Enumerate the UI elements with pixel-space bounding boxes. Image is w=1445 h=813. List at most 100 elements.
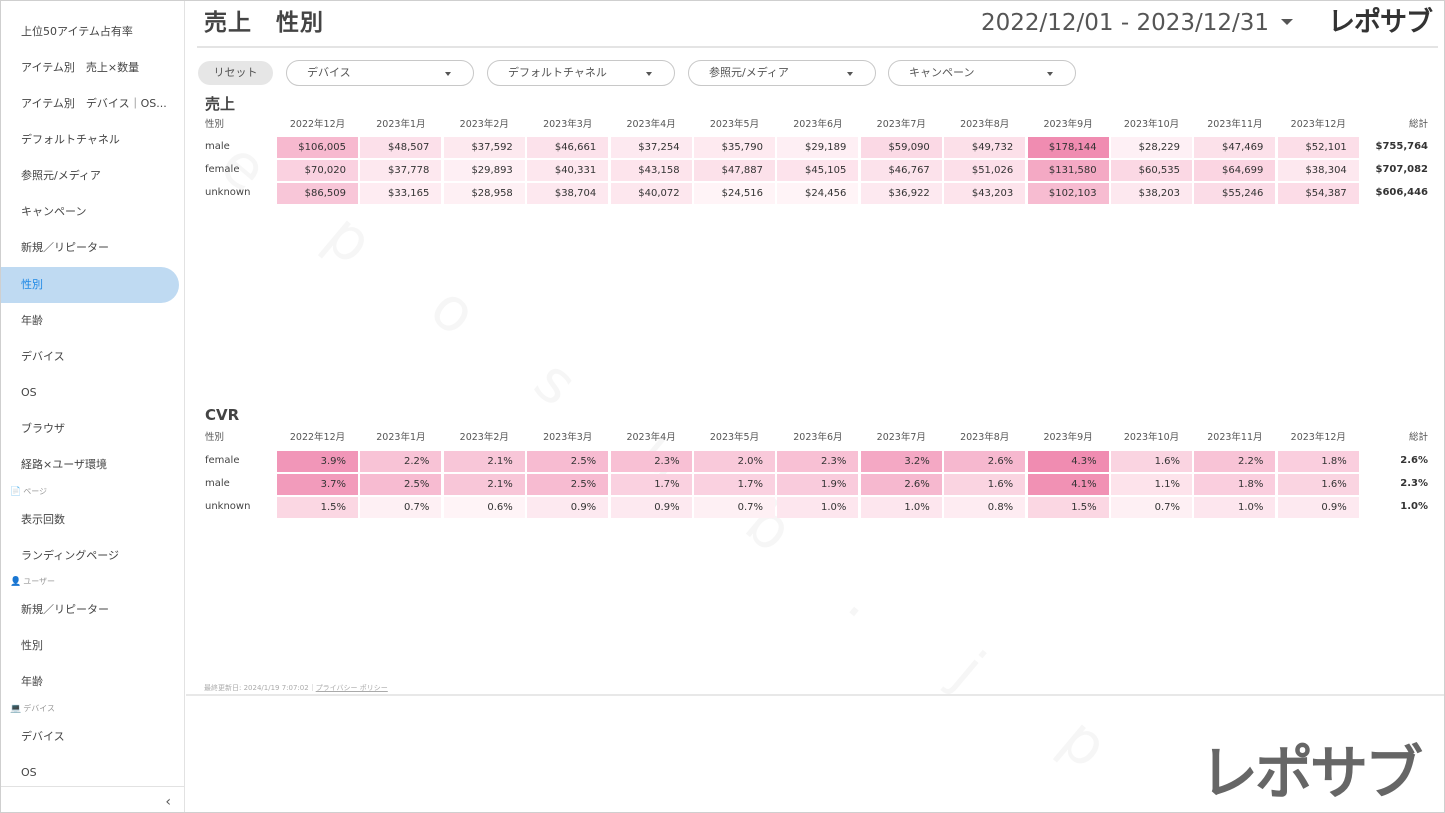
column-header[interactable]: 2023年3月 [543,119,593,130]
filter-campaign[interactable]: キャンペーン [888,60,1076,86]
heatmap-cell: $28,958 [443,183,525,204]
sidebar-item-default-channel[interactable]: デフォルトチャネル [21,133,120,146]
filter-device[interactable]: デバイス [286,60,474,86]
heatmap-cell: 0.9% [527,497,609,518]
column-header[interactable]: 2023年4月 [626,119,676,130]
column-header[interactable]: 2023年12月 [1290,432,1346,443]
filter-source-medium-label: 参照元/メディア [709,66,789,79]
column-header[interactable]: 2023年12月 [1290,119,1346,130]
column-header[interactable]: 2023年4月 [626,432,676,443]
sidebar-item-user-age[interactable]: 年齢 [21,675,43,688]
chevron-down-icon [445,72,451,76]
heatmap-cell: 2.3% [610,451,692,472]
column-header[interactable]: 2023年9月 [1043,432,1093,443]
sidebar-item-os[interactable]: OS [21,386,37,399]
heatmap-cell: $59,090 [860,137,942,158]
heatmap-cell: $33,165 [360,183,442,204]
column-header[interactable]: 2023年1月 [376,432,426,443]
column-header[interactable]: 2023年2月 [459,432,509,443]
collapse-sidebar-icon[interactable]: ‹ [165,794,171,810]
filter-default-channel[interactable]: デフォルトチャネル [487,60,675,86]
sidebar-item-path-user-env[interactable]: 経路×ユーザ環境 [21,458,107,471]
column-header[interactable]: 2023年10月 [1123,432,1180,443]
column-header[interactable]: 2023年10月 [1123,119,1180,130]
heatmap-cell: $60,535 [1111,160,1192,181]
sidebar-item-item-device-os[interactable]: アイテム別 デバイス｜OS... [21,97,167,110]
heatmap-cell: $24,456 [777,183,859,204]
sidebar-section-device: 💻 デバイス [10,703,55,715]
heatmap-cell: 1.9% [777,474,859,495]
heatmap-cell: 1.5% [1027,497,1109,518]
heatmap-cell: $29,893 [443,160,525,181]
heatmap-cell: 0.7% [694,497,775,518]
column-header[interactable]: 2023年11月 [1207,119,1263,130]
heatmap-cell: 3.2% [860,451,942,472]
laptop-icon: 💻 [10,704,22,714]
chevron-down-icon[interactable] [1281,19,1293,25]
sidebar-item-item-sales-qty[interactable]: アイテム別 売上×数量 [21,61,140,74]
column-header[interactable]: 2023年8月 [960,119,1010,130]
row-total: 2.6% [1400,455,1428,466]
column-header[interactable]: 2023年5月 [709,432,760,443]
reset-button[interactable]: リセット [198,61,273,85]
sidebar-item-device-device[interactable]: デバイス [21,730,65,743]
total-column-header[interactable]: 総計 [1408,432,1428,443]
row-label: male [205,141,230,152]
heatmap-cell: 4.3% [1027,451,1109,472]
total-column-header[interactable]: 総計 [1408,119,1428,130]
heatmap-cell: 2.1% [443,474,525,495]
row-total: 1.0% [1400,501,1428,512]
heatmap-cell: $106,005 [277,137,358,158]
chevron-down-icon [646,72,652,76]
filter-source-medium[interactable]: 参照元/メディア [688,60,876,86]
sidebar-item-browser[interactable]: ブラウザ [21,422,65,435]
heatmap-cell: $37,592 [443,137,525,158]
sidebar-section-device-label: デバイス [23,704,55,713]
sidebar-item-user-gender[interactable]: 性別 [21,639,43,652]
sidebar-item-gender-active[interactable]: 性別 [1,267,179,303]
column-header[interactable]: 2023年9月 [1043,119,1093,130]
heatmap-cell: 1.0% [1194,497,1276,518]
sidebar-item-campaign[interactable]: キャンペーン [21,205,87,218]
column-header[interactable]: 2022年12月 [289,432,346,443]
column-header[interactable]: 2023年3月 [543,432,593,443]
date-range-picker[interactable]: 2022/12/01 - 2023/12/31 [981,10,1270,36]
heatmap-cell: 2.2% [360,451,442,472]
heatmap-cell: $40,072 [610,183,692,204]
column-header[interactable]: 2023年5月 [709,119,760,130]
heatmap-cell: 1.7% [694,474,775,495]
brand-logo-large: レポサブ [1200,739,1423,807]
row-label: unknown [205,501,251,512]
sidebar-item-landing-page[interactable]: ランディングページ [21,549,120,562]
sidebar-item-device[interactable]: デバイス [21,350,65,363]
heatmap-cell: 0.9% [1277,497,1359,518]
heatmap-cell: $131,580 [1027,160,1109,181]
column-header[interactable]: 2023年6月 [793,119,843,130]
heatmap-cell: $45,105 [777,160,859,181]
heatmap-cell: 1.8% [1277,451,1359,472]
sidebar-item-source-medium[interactable]: 参照元/メディア [21,169,101,182]
heatmap-cell: $54,387 [1277,183,1359,204]
heatmap-cell: $38,304 [1277,160,1359,181]
column-header[interactable]: 2023年11月 [1207,432,1263,443]
column-header[interactable]: 2023年6月 [793,432,843,443]
heatmap-cell: 0.7% [360,497,442,518]
heatmap-cell: 2.6% [860,474,942,495]
heatmap-cell: 1.6% [944,474,1026,495]
sidebar-item-age[interactable]: 年齢 [21,314,43,327]
heatmap-cell: $43,158 [610,160,692,181]
heatmap-cell: 4.1% [1027,474,1109,495]
column-header[interactable]: 2023年7月 [876,432,926,443]
column-header[interactable]: 2023年7月 [876,119,926,130]
sidebar-item-new-repeater[interactable]: 新規／リピーター [21,241,109,254]
sidebar-item-top50-share[interactable]: 上位50アイテム占有率 [21,25,133,38]
column-header[interactable]: 2023年8月 [960,432,1010,443]
row-label: female [205,164,240,175]
privacy-policy-link[interactable]: プライバシー ポリシー [315,684,388,692]
sidebar-footer: ‹ [1,786,184,812]
column-header[interactable]: 2023年1月 [376,119,426,130]
sidebar-item-pageviews[interactable]: 表示回数 [21,513,65,526]
column-header[interactable]: 2022年12月 [289,119,346,130]
sidebar-item-user-new-repeater[interactable]: 新規／リピーター [21,603,109,616]
column-header[interactable]: 2023年2月 [459,119,509,130]
